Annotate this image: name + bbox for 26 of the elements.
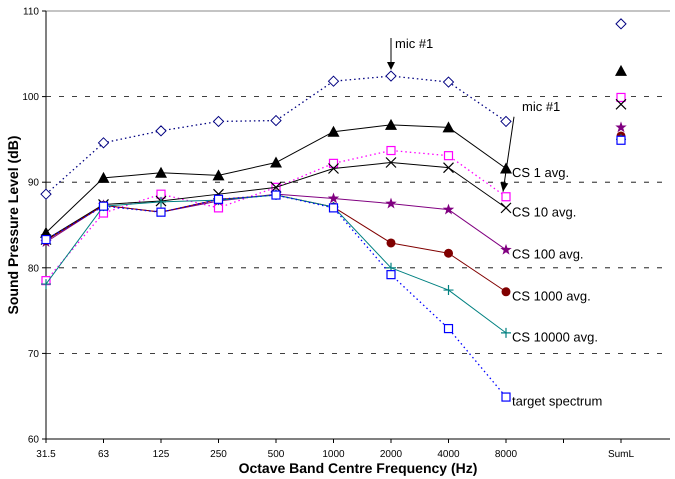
annotation: mic #1 [522, 98, 560, 114]
x-tick-label: 8000 [494, 449, 518, 460]
series-label: target spectrum [512, 394, 602, 409]
y-tick-label: 90 [28, 178, 40, 189]
y-tick-label: 110 [23, 6, 40, 18]
y-axis-title: Sound Pressure Level (dB) [5, 136, 21, 314]
x-tick-label: SumL [608, 449, 634, 460]
x-tick-label: 250 [210, 449, 228, 460]
x-tick-label: 63 [98, 449, 110, 460]
x-axis-title: Octave Band Centre Frequency (Hz) [238, 460, 478, 476]
y-tick-label: 60 [28, 434, 40, 446]
series-label: CS 1000 avg. [512, 288, 591, 304]
x-tick-label: 2000 [380, 449, 403, 460]
series-label: CS 10000 avg. [512, 329, 598, 344]
series-label: CS 1 avg. [512, 165, 570, 180]
y-tick-label: 80 [28, 263, 40, 274]
y-tick-label: 70 [28, 348, 40, 360]
x-tick-label: 31.5 [36, 449, 56, 460]
x-tick-label: 1000 [322, 449, 346, 460]
x-tick-label: 500 [268, 449, 285, 460]
x-tick-label: 4000 [437, 449, 460, 460]
x-tick-label: 125 [152, 449, 170, 460]
legend-label: CS 10 avg. [512, 204, 576, 220]
annotation: mic #1 [395, 36, 434, 52]
series-label: CS 100 avg. [512, 246, 584, 262]
y-tick-label: 100 [22, 92, 40, 104]
